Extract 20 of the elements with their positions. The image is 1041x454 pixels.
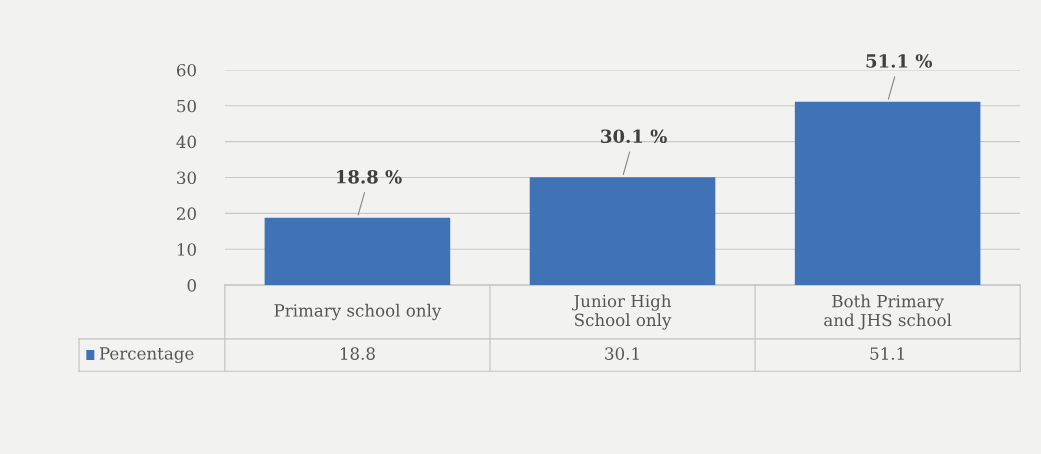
x-tick-label: Both Primary and JHS school <box>824 294 952 330</box>
y-tick-label: 10 <box>177 243 196 256</box>
data-label: 51.1 <box>870 347 904 360</box>
y-tick-label: 20 <box>177 207 196 220</box>
annotation: 51.1 % <box>866 54 933 68</box>
y-tick-label: 0 <box>187 279 196 292</box>
data-label: 18.8 <box>340 347 375 360</box>
x-tick-label: Primary school only <box>274 303 442 321</box>
y-tick-label: 40 <box>176 135 196 149</box>
y-tick-label: 50 <box>177 99 196 113</box>
bar <box>794 101 981 286</box>
y-tick-label: 30 <box>177 171 196 185</box>
bar <box>264 217 451 286</box>
legend-label: Percentage <box>99 347 194 364</box>
annotation: 30.1 % <box>601 129 667 144</box>
x-tick-label: Junior High School only <box>572 294 672 330</box>
bar <box>529 177 716 286</box>
data-label: 30.1 <box>605 347 639 360</box>
y-tick-label: 60 <box>176 63 196 77</box>
annotation: 18.8 % <box>337 169 402 184</box>
